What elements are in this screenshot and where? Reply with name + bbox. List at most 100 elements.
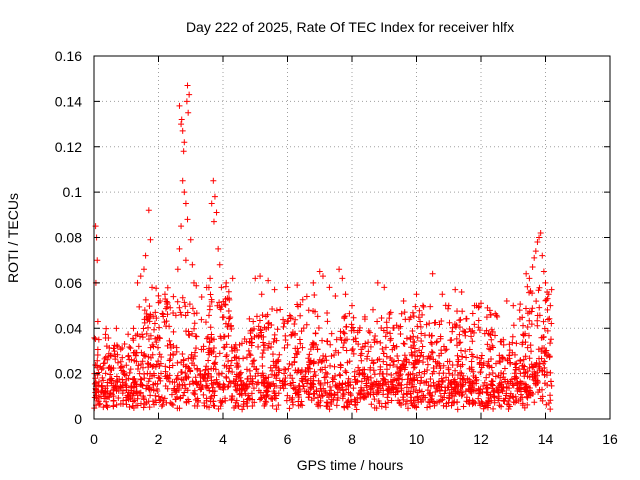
data-point (122, 381, 129, 388)
data-point (259, 350, 266, 357)
y-tick-label: 0.12 (55, 139, 82, 155)
data-point (497, 374, 504, 381)
data-point (225, 308, 232, 315)
data-point (431, 400, 438, 407)
data-point (511, 375, 518, 382)
data-point (192, 345, 199, 352)
data-point (291, 358, 298, 365)
data-point (426, 320, 433, 327)
data-point (178, 311, 185, 318)
data-point (205, 312, 212, 319)
data-point (388, 372, 395, 379)
data-point (147, 354, 154, 361)
data-point (407, 397, 414, 404)
data-point (216, 304, 223, 311)
data-point (342, 313, 349, 320)
data-point (277, 384, 284, 391)
data-point (439, 291, 446, 298)
data-point (264, 344, 271, 351)
data-point (526, 317, 533, 324)
data-point (536, 234, 543, 241)
data-point (198, 316, 205, 323)
data-point (304, 380, 311, 387)
data-point (120, 370, 127, 377)
data-point (107, 365, 114, 372)
data-point (215, 245, 222, 252)
data-point (445, 384, 452, 391)
data-point (185, 109, 192, 116)
data-point (438, 375, 445, 382)
data-point (246, 395, 253, 402)
data-point (263, 389, 270, 396)
data-point (173, 344, 180, 351)
data-point (441, 390, 448, 397)
data-point (327, 341, 334, 348)
data-point (130, 405, 137, 412)
data-point (96, 401, 103, 408)
data-point (154, 380, 161, 387)
data-point (427, 339, 434, 346)
data-point (486, 307, 493, 314)
data-point (401, 352, 408, 359)
data-point (511, 370, 518, 377)
data-point (295, 391, 302, 398)
data-point (271, 335, 278, 342)
data-point (420, 353, 427, 360)
data-point (189, 305, 196, 312)
data-point (285, 317, 292, 324)
data-point (197, 372, 204, 379)
data-point (142, 252, 149, 259)
data-point (176, 245, 183, 252)
data-point (323, 399, 330, 406)
data-point (483, 382, 490, 389)
data-point (341, 330, 348, 337)
data-point (206, 306, 213, 313)
data-point (464, 375, 471, 382)
data-point (102, 370, 109, 377)
data-point (225, 368, 232, 375)
data-point (475, 317, 482, 324)
data-point (429, 349, 436, 356)
data-point (411, 345, 418, 352)
data-point (371, 404, 378, 411)
data-point (371, 336, 378, 343)
data-point (544, 306, 551, 313)
data-point (383, 353, 390, 360)
data-point (314, 313, 321, 320)
data-point (318, 358, 325, 365)
data-point (397, 330, 404, 337)
data-point (220, 314, 227, 321)
data-point (343, 399, 350, 406)
data-point (192, 374, 199, 381)
x-axis-label: GPS time / hours (297, 457, 404, 473)
data-point (367, 374, 374, 381)
data-point (324, 402, 331, 409)
data-point (456, 324, 463, 331)
data-point (488, 397, 495, 404)
data-point (150, 401, 157, 408)
data-point (156, 324, 163, 331)
data-point (324, 371, 331, 378)
data-point (133, 381, 140, 388)
data-point (398, 310, 405, 317)
data-point (539, 345, 546, 352)
data-point (457, 375, 464, 382)
data-point (209, 384, 216, 391)
data-point (457, 339, 464, 346)
data-point (207, 291, 214, 298)
data-point (474, 354, 481, 361)
data-point (456, 331, 463, 338)
data-point (361, 394, 368, 401)
data-point (335, 349, 342, 356)
data-point (513, 360, 520, 367)
data-point (103, 343, 110, 350)
data-point (478, 355, 485, 362)
x-tick-label: 8 (348, 431, 356, 447)
data-point (369, 357, 376, 364)
data-point (161, 319, 168, 326)
data-point (242, 390, 249, 397)
axis-ticks (93, 55, 611, 420)
data-point (244, 375, 251, 382)
data-point (225, 288, 232, 295)
data-point (182, 385, 189, 392)
